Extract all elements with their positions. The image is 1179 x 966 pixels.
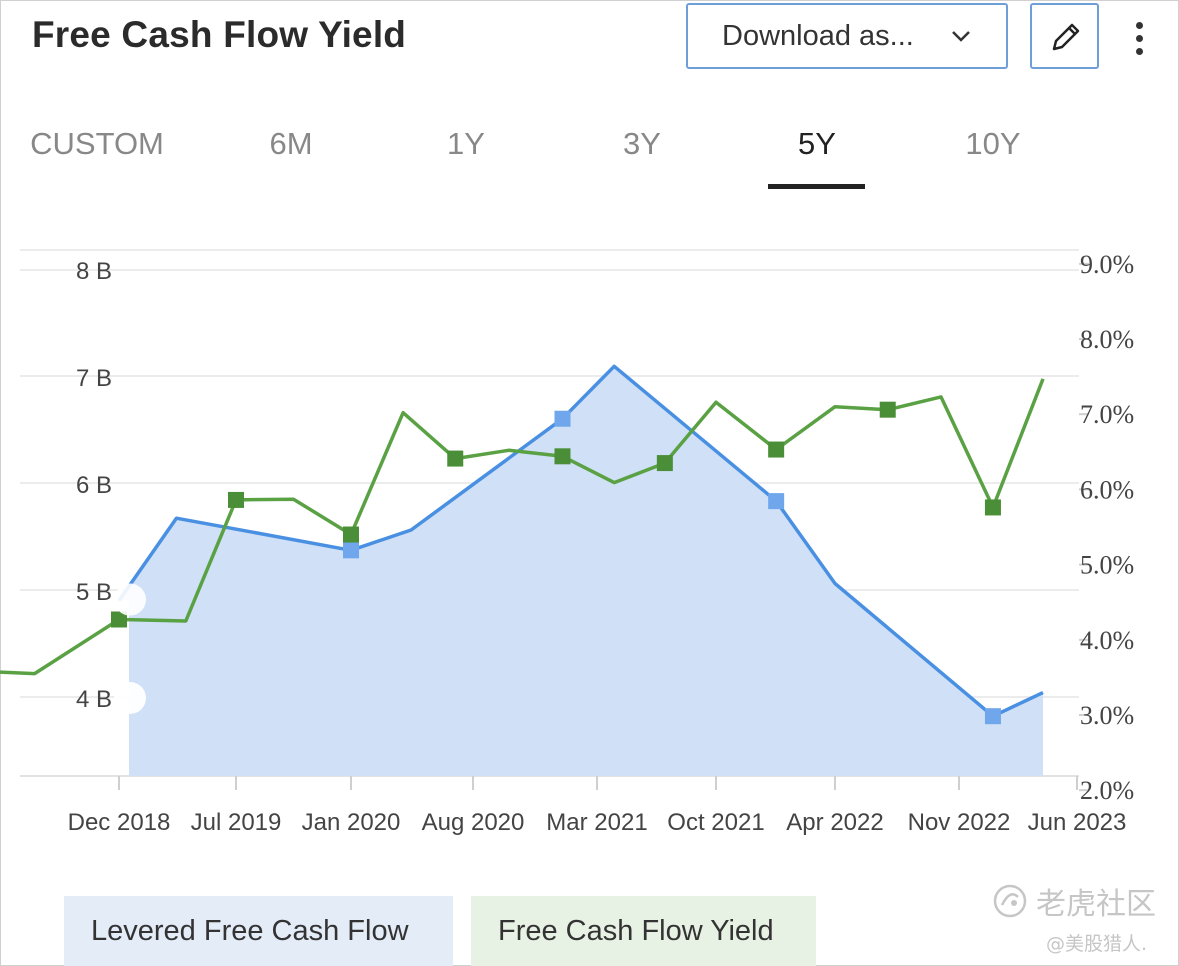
y-right-tick-label: 6.0% xyxy=(1080,475,1134,504)
pencil-icon xyxy=(1052,23,1080,51)
levered-fcf-point xyxy=(343,542,359,559)
levered-fcf-line xyxy=(117,364,1044,718)
series-markers xyxy=(111,401,1001,725)
legend-free-cash-flow-yield[interactable]: Free Cash Flow Yield xyxy=(471,896,816,966)
x-tick-label: Jan 2020 xyxy=(302,809,401,836)
fcf-yield-point xyxy=(554,448,571,465)
x-tick-label: Jun 2023 xyxy=(1028,809,1127,836)
y-right-tick-label: 4.0% xyxy=(1080,626,1134,655)
tab-5y[interactable]: 5Y xyxy=(798,126,836,161)
edit-chart-button[interactable] xyxy=(1030,3,1099,69)
x-tick-label: Dec 2018 xyxy=(68,809,171,836)
fcf-yield-point xyxy=(656,455,673,472)
y-right-tick-label: 2.0% xyxy=(1080,776,1134,805)
y-right-tick-label: 7.0% xyxy=(1080,400,1134,429)
levered-fcf-point xyxy=(768,493,785,510)
levered-fcf-point xyxy=(984,708,1001,725)
fcf-yield-point xyxy=(343,526,359,543)
area-fill xyxy=(119,366,1043,776)
x-tick-label: Aug 2020 xyxy=(422,809,525,836)
download-as-label: Download as... xyxy=(722,19,914,52)
fcf-yield-point xyxy=(447,450,464,467)
x-tick-label: Oct 2021 xyxy=(667,809,764,836)
y-axis-left: 8 B 7 B 6 B 5 B 4 B xyxy=(76,258,112,713)
y-left-tick-label: 4 B xyxy=(76,686,112,713)
chart-scroll-handle xyxy=(114,682,146,714)
fcf-yield-point xyxy=(879,401,896,418)
tab-10y[interactable]: 10Y xyxy=(965,126,1021,161)
y-right-tick-label: 3.0% xyxy=(1080,701,1134,730)
x-tick-label: Mar 2021 xyxy=(546,809,647,836)
y-left-tick-label: 6 B xyxy=(76,472,112,499)
y-right-tick-label: 9.0% xyxy=(1080,250,1134,279)
tab-6m[interactable]: 6M xyxy=(269,126,313,161)
fcf-yield-point xyxy=(984,499,1001,516)
line-chart: 8 B 7 B 6 B 5 B 4 B 9.0% 8.0% 7.0% 6.0% 5.0% 4.0%… xyxy=(0,249,1134,836)
page-title: Free Cash Flow Yield xyxy=(32,14,407,55)
download-as-button[interactable]: Download as... xyxy=(686,3,1008,69)
y-right-tick-label: 5.0% xyxy=(1080,551,1134,580)
more-options-button[interactable] xyxy=(1128,20,1152,56)
x-tick-label: Apr 2022 xyxy=(786,809,883,836)
x-tick-label: Nov 2022 xyxy=(908,809,1011,836)
fcf-yield-point xyxy=(768,441,785,458)
y-right-tick-label: 8.0% xyxy=(1080,325,1134,354)
series-lines xyxy=(0,364,1045,718)
watermark-user: @美股猎人. xyxy=(1046,933,1148,955)
y-left-tick-label: 8 B xyxy=(76,258,112,285)
chevron-down-icon xyxy=(950,29,972,48)
legend-levered-free-cash-flow[interactable]: Levered Free Cash Flow xyxy=(64,896,453,966)
tab-3y[interactable]: 3Y xyxy=(623,126,661,161)
fcf-yield-line xyxy=(0,378,1045,676)
tiger-logo-icon xyxy=(993,884,1027,918)
watermark-name: 老虎社区 xyxy=(1036,887,1156,922)
tab-1y[interactable]: 1Y xyxy=(447,126,485,161)
y-left-tick-label: 7 B xyxy=(76,365,112,392)
range-tabs: CUSTOM 6M 1Y 3Y 5Y 10Y xyxy=(0,118,1179,190)
levered-fcf-point xyxy=(554,410,571,427)
tab-custom[interactable]: CUSTOM xyxy=(30,126,164,161)
chart-scroll-handle xyxy=(114,583,146,616)
y-axis-right: 9.0% 8.0% 7.0% 6.0% 5.0% 4.0% 3.0% 2.0% xyxy=(1079,250,1134,805)
x-tick-label: Jul 2019 xyxy=(191,809,282,836)
more-vertical-icon xyxy=(1136,22,1143,29)
active-tab-indicator xyxy=(768,184,865,189)
fcf-yield-point xyxy=(111,611,127,628)
fcf-yield-point xyxy=(228,491,244,508)
levered-fcf-area xyxy=(119,366,1043,776)
y-left-tick-label: 5 B xyxy=(76,579,112,606)
x-axis: Dec 2018 Jul 2019 Jan 2020 Aug 2020 Mar 2021… xyxy=(68,776,1127,836)
